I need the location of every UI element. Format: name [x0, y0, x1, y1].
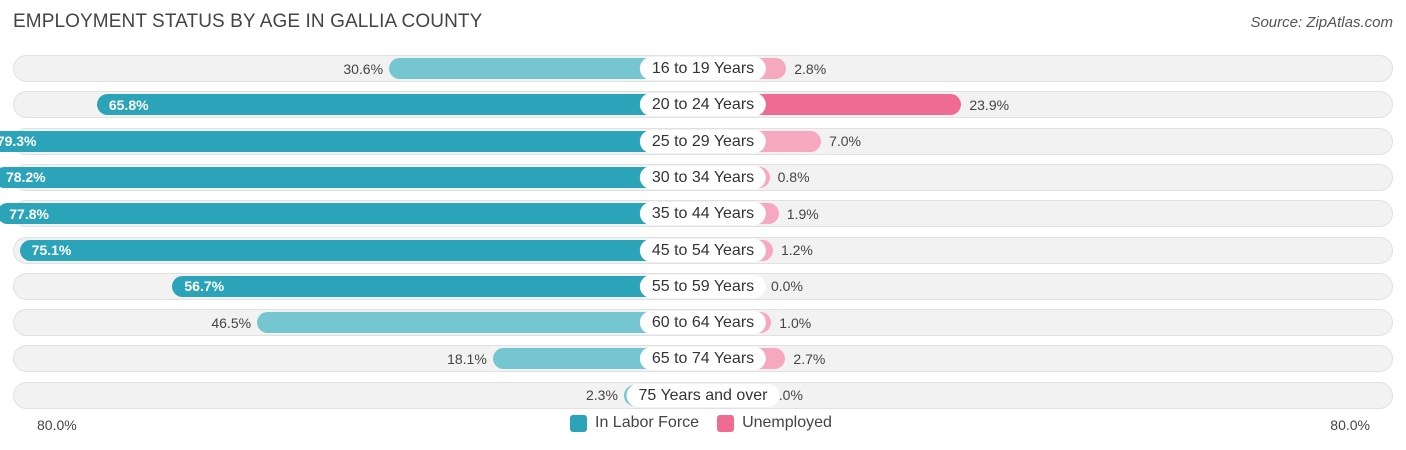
legend-item-unemployed: Unemployed — [717, 414, 832, 432]
bar-labor-force — [0, 130, 703, 152]
category-label: 30 to 34 Years — [639, 165, 767, 189]
value-label-labor-force: 77.8% — [9, 205, 49, 222]
legend-label-unemployed: Unemployed — [742, 414, 832, 431]
value-label-labor-force: 46.5% — [211, 314, 252, 331]
value-label-labor-force: 30.6% — [343, 60, 384, 77]
category-label: 55 to 59 Years — [639, 274, 767, 298]
bar-labor-force — [172, 275, 703, 297]
value-label-labor-force: 79.3% — [0, 133, 37, 150]
legend-item-labor-force: In Labor Force — [570, 414, 699, 432]
bar-unemployed — [703, 94, 962, 116]
value-label-unemployed: 0.8% — [777, 169, 810, 186]
category-label: 65 to 74 Years — [639, 347, 767, 371]
bar-labor-force — [19, 239, 703, 261]
value-label-unemployed: 1.9% — [786, 205, 819, 222]
value-label-labor-force: 75.1% — [31, 242, 72, 258]
value-label-unemployed: 0.0% — [771, 278, 803, 295]
value-label-unemployed: 7.0% — [829, 133, 862, 150]
bar-labor-force — [0, 203, 703, 225]
bar-labor-force — [389, 58, 703, 79]
legend-swatch-unemployed — [717, 414, 735, 432]
category-label: 45 to 54 Years — [639, 238, 767, 262]
value-label-labor-force: 2.3% — [586, 387, 618, 404]
axis-left-label: 80.0% — [37, 417, 77, 433]
category-label: 25 to 29 Years — [639, 129, 767, 153]
value-label-unemployed: 2.7% — [793, 350, 826, 367]
chart-title: EMPLOYMENT STATUS BY AGE IN GALLIA COUNT… — [13, 11, 483, 32]
chart-source: Source: ZipAtlas.com — [1250, 14, 1393, 31]
legend-label-labor-force: In Labor Force — [595, 414, 700, 431]
category-label: 16 to 19 Years — [639, 57, 767, 80]
value-label-labor-force: 65.8% — [108, 96, 149, 113]
value-label-labor-force: 18.1% — [447, 350, 487, 367]
category-label: 20 to 24 Years — [639, 93, 767, 117]
bar-labor-force — [96, 94, 703, 116]
value-label-labor-force: 56.7% — [184, 278, 225, 295]
category-label: 60 to 64 Years — [639, 311, 767, 335]
bar-labor-force — [0, 166, 703, 188]
legend: In Labor Force Unemployed — [570, 414, 850, 432]
value-label-unemployed: 2.8% — [794, 60, 827, 77]
value-label-unemployed: 1.2% — [780, 242, 813, 258]
value-label-unemployed: 23.9% — [969, 96, 1010, 113]
value-label-labor-force: 78.2% — [5, 169, 46, 186]
category-label: 75 Years and over — [626, 383, 780, 407]
axis-right-label: 80.0% — [1330, 417, 1370, 433]
value-label-unemployed: 1.0% — [779, 314, 812, 331]
category-label: 35 to 44 Years — [639, 202, 767, 226]
legend-swatch-labor-force — [570, 414, 587, 432]
bar-labor-force — [257, 312, 703, 334]
